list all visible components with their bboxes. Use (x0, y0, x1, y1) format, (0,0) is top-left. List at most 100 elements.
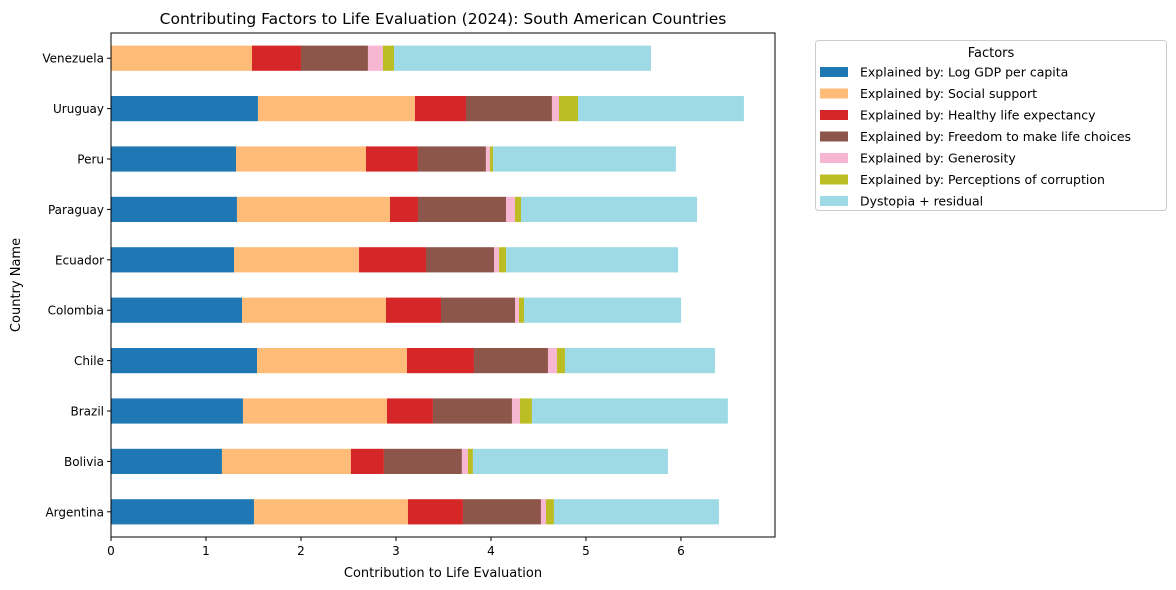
bar-segment-chile-0 (111, 348, 258, 374)
bar-segment-argentina-6 (553, 499, 719, 525)
bar-segment-chile-5 (556, 348, 565, 374)
bar-segment-venezuela-1 (111, 45, 252, 71)
y-tick-label: Uruguay (53, 102, 104, 116)
bar-segment-colombia-4 (515, 297, 519, 323)
bar-segment-paraguay-1 (236, 196, 390, 222)
bar-segment-paraguay-3 (418, 196, 506, 222)
y-axis: Argentina Bolivia Brazil Chile Colombia Ecuad… (42, 52, 111, 519)
bar-segment-bolivia-2 (350, 448, 384, 474)
legend-swatch (820, 131, 848, 142)
legend-title: Factors (968, 46, 1015, 61)
bar-segment-colombia-0 (111, 297, 242, 323)
bar-segment-ecuador-1 (234, 247, 360, 273)
legend-swatch (820, 67, 848, 77)
x-axis: 0 1 2 3 4 5 6 (107, 537, 685, 558)
bar-segment-bolivia-4 (461, 448, 468, 474)
y-tick-label: Venezuela (42, 52, 104, 66)
bar-segment-bolivia-1 (221, 448, 351, 474)
bar-segment-colombia-6 (524, 297, 682, 323)
x-tick-label: 6 (677, 544, 685, 558)
bar-segment-uruguay-1 (257, 96, 415, 122)
bar-segment-uruguay-3 (465, 96, 552, 122)
bar-segment-peru-2 (365, 146, 418, 172)
bar-segment-ecuador-3 (425, 247, 495, 273)
x-tick-label: 3 (392, 544, 400, 558)
bars-layer (111, 45, 744, 525)
bar-segment-peru-5 (489, 146, 493, 172)
bar-segment-venezuela-4 (367, 45, 383, 71)
legend-swatch (820, 110, 848, 120)
bar-segment-argentina-5 (545, 499, 554, 525)
bar-segment-ecuador-2 (359, 247, 426, 273)
bar-segment-peru-0 (111, 146, 237, 172)
legend-label: Explained by: Log GDP per capita (860, 65, 1068, 80)
bar-segment-peru-6 (492, 146, 676, 172)
legend-swatch (820, 174, 848, 185)
legend-label: Explained by: Freedom to make life choic… (860, 129, 1131, 144)
bar-segment-bolivia-6 (472, 448, 668, 474)
x-axis-label: Contribution to Life Evaluation (344, 566, 542, 581)
bar-segment-argentina-4 (540, 499, 546, 525)
bar-segment-ecuador-6 (506, 247, 679, 273)
legend-label: Explained by: Perceptions of corruption (860, 172, 1105, 187)
y-tick-label: Colombia (48, 304, 104, 318)
bar-segment-uruguay-0 (111, 96, 258, 122)
bar-segment-bolivia-5 (467, 448, 473, 474)
bar-segment-uruguay-4 (551, 96, 559, 122)
bar-segment-venezuela-6 (393, 45, 651, 71)
y-tick-label: Paraguay (48, 203, 104, 217)
bar-segment-uruguay-2 (414, 96, 466, 122)
bar-segment-ecuador-4 (494, 247, 500, 273)
bar-segment-argentina-0 (111, 499, 254, 525)
bar-segment-peru-3 (417, 146, 486, 172)
bar-segment-colombia-2 (386, 297, 442, 323)
bar-segment-brazil-0 (111, 398, 243, 424)
legend-swatch (820, 196, 848, 206)
bar-segment-peru-4 (485, 146, 490, 172)
bar-segment-colombia-1 (241, 297, 387, 323)
bar-segment-brazil-4 (511, 398, 520, 424)
bar-segment-chile-3 (473, 348, 548, 374)
bar-segment-ecuador-0 (111, 247, 235, 273)
bar-segment-venezuela-2 (251, 45, 301, 71)
chart-title: Contributing Factors to Life Evaluation … (160, 10, 727, 28)
bar-segment-paraguay-4 (505, 196, 516, 222)
bar-segment-paraguay-2 (389, 196, 419, 222)
bar-segment-chile-4 (547, 348, 557, 374)
bar-segment-uruguay-5 (558, 96, 578, 122)
bar-segment-brazil-3 (432, 398, 512, 424)
bar-segment-paraguay-0 (111, 196, 237, 222)
legend: Factors Explained by: Log GDP per capita… (815, 40, 1167, 211)
bar-segment-venezuela-5 (382, 45, 394, 71)
y-tick-label: Chile (74, 354, 104, 368)
legend-label: Explained by: Generosity (860, 151, 1016, 166)
y-tick-label: Brazil (71, 405, 105, 419)
legend-label: Explained by: Social support (860, 86, 1037, 101)
bar-segment-paraguay-6 (520, 196, 698, 222)
bar-segment-venezuela-3 (300, 45, 368, 71)
bar-segment-bolivia-0 (111, 448, 222, 474)
y-tick-label: Peru (77, 153, 104, 167)
legend-label: Dystopia + residual (860, 194, 983, 209)
y-axis-label: Country Name (9, 238, 24, 332)
bar-segment-brazil-1 (242, 398, 387, 424)
bar-segment-brazil-2 (386, 398, 433, 424)
bar-segment-chile-6 (564, 348, 715, 374)
x-tick-label: 1 (202, 544, 210, 558)
x-tick-label: 2 (297, 544, 305, 558)
x-tick-label: 5 (582, 544, 590, 558)
bar-segment-colombia-5 (518, 297, 525, 323)
bar-segment-peru-1 (236, 146, 366, 172)
x-tick-label: 0 (107, 544, 115, 558)
bar-segment-ecuador-5 (499, 247, 507, 273)
legend-swatch (820, 88, 848, 99)
y-tick-label: Ecuador (55, 253, 104, 267)
bar-segment-argentina-2 (407, 499, 463, 525)
legend-label: Explained by: Healthy life expectancy (860, 108, 1096, 123)
bar-segment-chile-2 (406, 348, 474, 374)
bar-segment-bolivia-3 (383, 448, 462, 474)
legend-frame (815, 40, 1167, 211)
x-tick-label: 4 (487, 544, 495, 558)
bar-segment-argentina-1 (253, 499, 408, 525)
